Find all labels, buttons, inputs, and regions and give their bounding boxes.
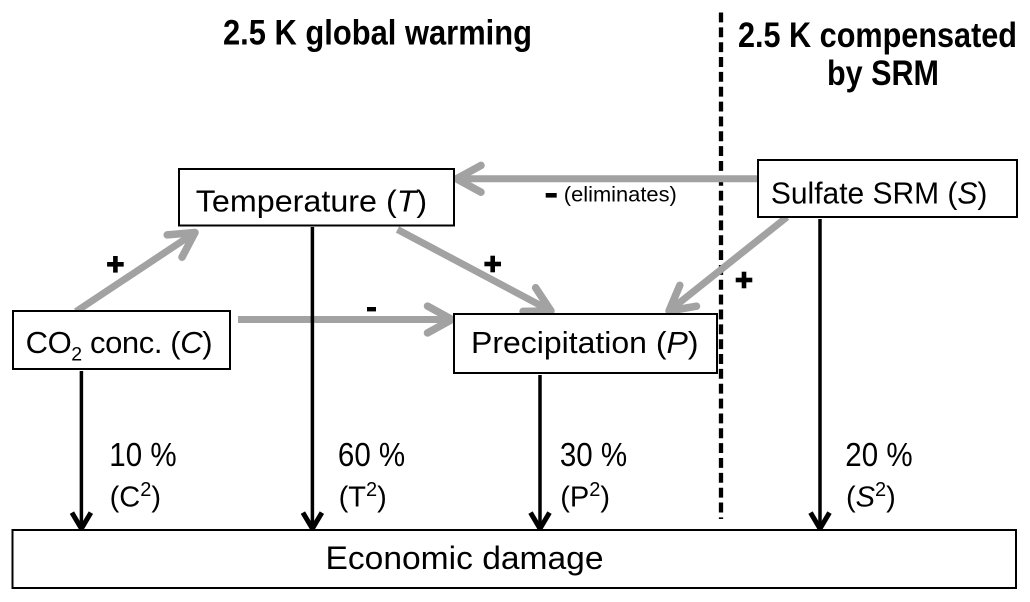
svg-text:60 %: 60 % bbox=[338, 436, 405, 473]
svg-text:Temperature (T): Temperature (T) bbox=[196, 183, 427, 218]
svg-text:(eliminates): (eliminates) bbox=[564, 182, 677, 206]
svg-text:(P2): (P2) bbox=[560, 479, 610, 514]
svg-text:(T2): (T2) bbox=[339, 479, 387, 514]
svg-text:Precipitation (P): Precipitation (P) bbox=[471, 325, 699, 360]
svg-text:CO2 conc. (C): CO2 conc. (C) bbox=[26, 325, 213, 365]
svg-text:Sulfate SRM (S): Sulfate SRM (S) bbox=[771, 175, 988, 210]
svg-text:by SRM: by SRM bbox=[827, 53, 939, 93]
svg-text:(S2): (S2) bbox=[846, 479, 896, 514]
svg-text:30 %: 30 % bbox=[560, 436, 627, 473]
svg-text:2.5 K global warming: 2.5 K global warming bbox=[223, 13, 532, 53]
svg-text:10 %: 10 % bbox=[109, 436, 176, 473]
svg-text:(C2): (C2) bbox=[110, 479, 161, 514]
svg-text:Economic damage: Economic damage bbox=[326, 540, 604, 576]
svg-text:2.5 K compensated: 2.5 K compensated bbox=[738, 15, 1017, 55]
svg-text:20 %: 20 % bbox=[845, 436, 912, 473]
